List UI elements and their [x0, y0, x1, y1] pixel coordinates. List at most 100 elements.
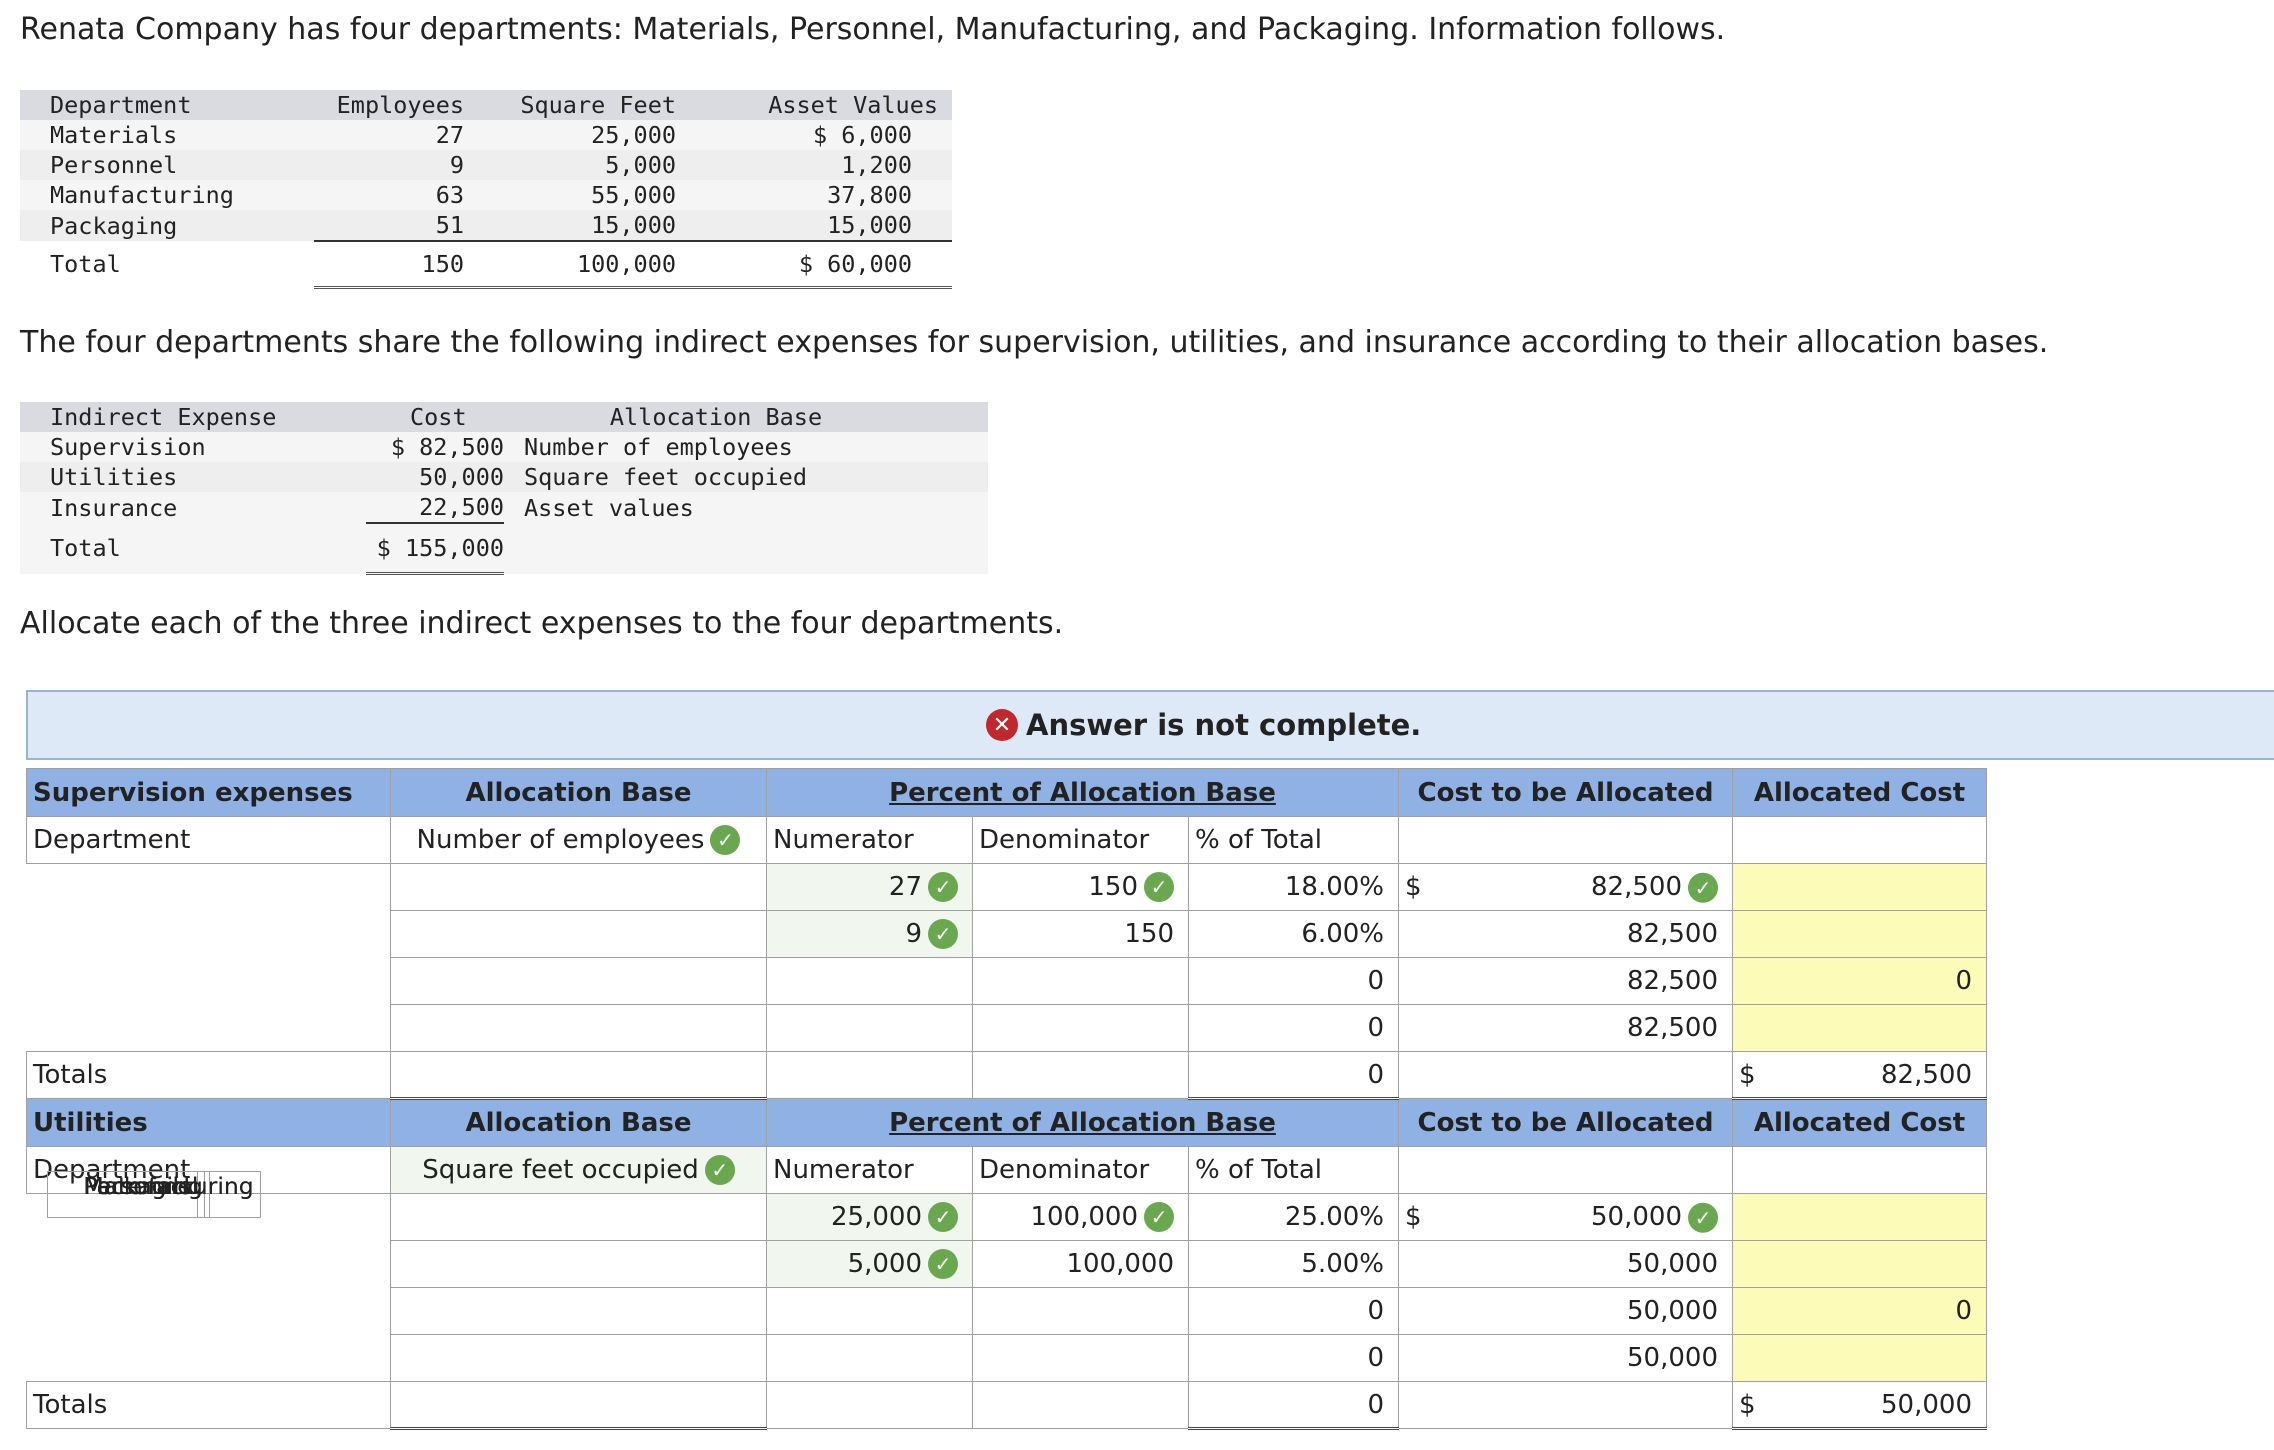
allocated-cost-input[interactable]	[1732, 1004, 1987, 1052]
percent-total-value: 0	[1367, 1389, 1384, 1420]
numerator-input[interactable]: 25,000 ✓	[766, 1193, 973, 1241]
numerator-input[interactable]	[766, 1287, 973, 1335]
allocated-cost-input[interactable]	[1732, 863, 1987, 911]
numerator-input-value: 5,000	[847, 1248, 922, 1279]
numerator-input[interactable]	[766, 1004, 973, 1052]
totals-label: Totals	[26, 1381, 391, 1429]
department-info-table: Department Employees Square Feet Asset V…	[20, 90, 952, 289]
numerator-label-value: Numerator	[773, 1155, 914, 1185]
department-label: Department	[26, 1146, 391, 1194]
cost-to-allocate-input[interactable]: 50,000	[1398, 1334, 1733, 1382]
base-blank-cell	[390, 1240, 767, 1288]
allocation-base-select-value: Square feet occupied	[422, 1154, 699, 1185]
subheader-row: Department Number of employees ✓ Numerator D…	[26, 816, 1987, 864]
table-cell: 22,500	[366, 492, 504, 524]
denominator-input[interactable]	[972, 1004, 1189, 1052]
allocation-base-select[interactable]: Square feet occupied ✓	[390, 1146, 767, 1194]
cost-to-allocate-input-value: 82,500	[1627, 966, 1718, 996]
table-cell: Utilities	[20, 462, 366, 492]
denominator-input-value: 150	[1088, 871, 1138, 902]
denominator-input[interactable]: 100,000 ✓	[972, 1193, 1189, 1241]
blank-cell	[972, 1381, 1189, 1429]
blank-cell	[1398, 816, 1733, 864]
allocated-cost-input[interactable]	[1732, 1240, 1987, 1288]
numerator-input[interactable]: 9 ✓	[766, 910, 973, 958]
table-cell: 25,000	[464, 120, 676, 150]
table-cell: $ 82,500	[366, 432, 504, 462]
blank-cell	[766, 1051, 973, 1099]
section-title-value: Supervision expenses	[33, 777, 353, 808]
denominator-label-value: Denominator	[979, 1155, 1150, 1185]
allocated-cost-header-value: Allocated Cost	[1753, 777, 1966, 808]
allocated-cost-input[interactable]: 0	[1732, 957, 1987, 1005]
allocated-cost-total[interactable]: $50,000	[1732, 1381, 1987, 1430]
allocated-cost-input-value: 0	[1955, 966, 1972, 996]
cost-to-allocate-header: Cost to be Allocated	[1398, 1098, 1733, 1147]
denominator-input[interactable]: 150 ✓	[972, 863, 1189, 911]
denominator-input[interactable]: 100,000	[972, 1240, 1189, 1288]
allocation-table: Supervision expenses Allocation Base Perce…	[26, 768, 1987, 1430]
table-row: Materials 25,000 ✓ 100,000 ✓ 25.00% $50,000 ✓	[27, 1170, 1987, 1241]
cost-to-allocate-input[interactable]: 82,500	[1398, 957, 1733, 1005]
allocated-cost-input[interactable]	[1732, 1334, 1987, 1382]
allocated-cost-input[interactable]	[1732, 1193, 1987, 1241]
department-name-value: Packaging	[83, 1171, 203, 1200]
checkmark-icon: ✓	[928, 1202, 958, 1233]
cost-to-allocate-input[interactable]: $82,500 ✓	[1398, 863, 1733, 911]
table-cell: $ 6,000	[676, 120, 952, 150]
table-row: Personnel 9 ✓ 150 6.00% 82,500	[27, 910, 1987, 1218]
blank-cell	[1398, 1146, 1733, 1194]
department-name: Packaging	[46, 1170, 210, 1218]
numerator-input[interactable]: 27 ✓	[766, 863, 973, 911]
cost-to-allocate-input[interactable]: 50,000	[1398, 1287, 1733, 1335]
cost-to-allocate-input[interactable]: 82,500	[1398, 1004, 1733, 1052]
numerator-input[interactable]: 5,000 ✓	[766, 1240, 973, 1288]
blank-cell	[766, 1381, 973, 1429]
numerator-input[interactable]	[766, 1334, 973, 1382]
table-cell: Asset values	[504, 492, 988, 523]
checkmark-icon: ✓	[1688, 1202, 1718, 1233]
base-total-cell	[390, 1381, 767, 1430]
department-name-value: Materials	[83, 1171, 192, 1200]
cost-to-allocate-header-value: Cost to be Allocated	[1417, 777, 1714, 808]
table-row: Manufacturing 0 50,000 0	[27, 1170, 1987, 1335]
denominator-input[interactable]	[972, 1287, 1189, 1335]
checkmark-icon: ✓	[1144, 872, 1174, 903]
department-name-value: Manufacturing	[83, 1171, 254, 1200]
table-cell: Total	[20, 523, 366, 574]
percent-value-value: 0	[1367, 966, 1384, 996]
answer-status-text: Answer is not complete.	[1026, 708, 1422, 742]
numerator-input-value: 27	[888, 871, 922, 902]
cost-to-allocate-input-value: 82,500 ✓	[1591, 872, 1718, 903]
section-title: Supervision expenses	[26, 768, 391, 817]
table-cell: Materials	[20, 120, 314, 150]
cost-to-allocate-input[interactable]: $50,000 ✓	[1398, 1193, 1733, 1241]
cost-to-allocate-input[interactable]: 82,500	[1398, 910, 1733, 958]
allocation-base-header-value: Allocation Base	[465, 1108, 692, 1138]
denominator-input[interactable]: 150	[972, 910, 1189, 958]
blank-cell	[1732, 816, 1987, 864]
base-blank-cell	[390, 1334, 767, 1382]
percent-label: % of Total	[1188, 816, 1399, 864]
blank-cell	[1398, 1381, 1733, 1429]
allocation-base-header: Allocation Base	[390, 1098, 767, 1147]
table-cell: Square feet occupied	[504, 462, 988, 492]
allocation-base-select[interactable]: Number of employees ✓	[390, 816, 767, 864]
denominator-input[interactable]	[972, 957, 1189, 1005]
table-cell: Personnel	[20, 150, 314, 180]
allocated-cost-input[interactable]: 0	[1732, 1287, 1987, 1335]
table-row: Personnel 5,000 ✓ 100,000 5.00% 50,000	[27, 1170, 1987, 1288]
denominator-input[interactable]	[972, 1334, 1189, 1382]
intro-text: Renata Company has four departments: Mat…	[20, 12, 1726, 47]
allocated-cost-total[interactable]: $82,500	[1732, 1051, 1987, 1100]
allocated-cost-header-value: Allocated Cost	[1753, 1108, 1966, 1138]
table-cell: 63	[314, 180, 464, 210]
allocated-cost-total-value: 50,000	[1881, 1389, 1972, 1420]
allocated-cost-input[interactable]	[1732, 910, 1987, 958]
cost-to-allocate-input[interactable]: 50,000	[1398, 1240, 1733, 1288]
percent-value-value: 25.00%	[1284, 1202, 1384, 1232]
allocation-base-select-value: Number of employees	[416, 824, 705, 855]
allocated-cost-input-value: 0	[1955, 1296, 1972, 1326]
numerator-input[interactable]	[766, 957, 973, 1005]
percent-base-header: Percent of Allocation Base	[766, 1098, 1399, 1147]
